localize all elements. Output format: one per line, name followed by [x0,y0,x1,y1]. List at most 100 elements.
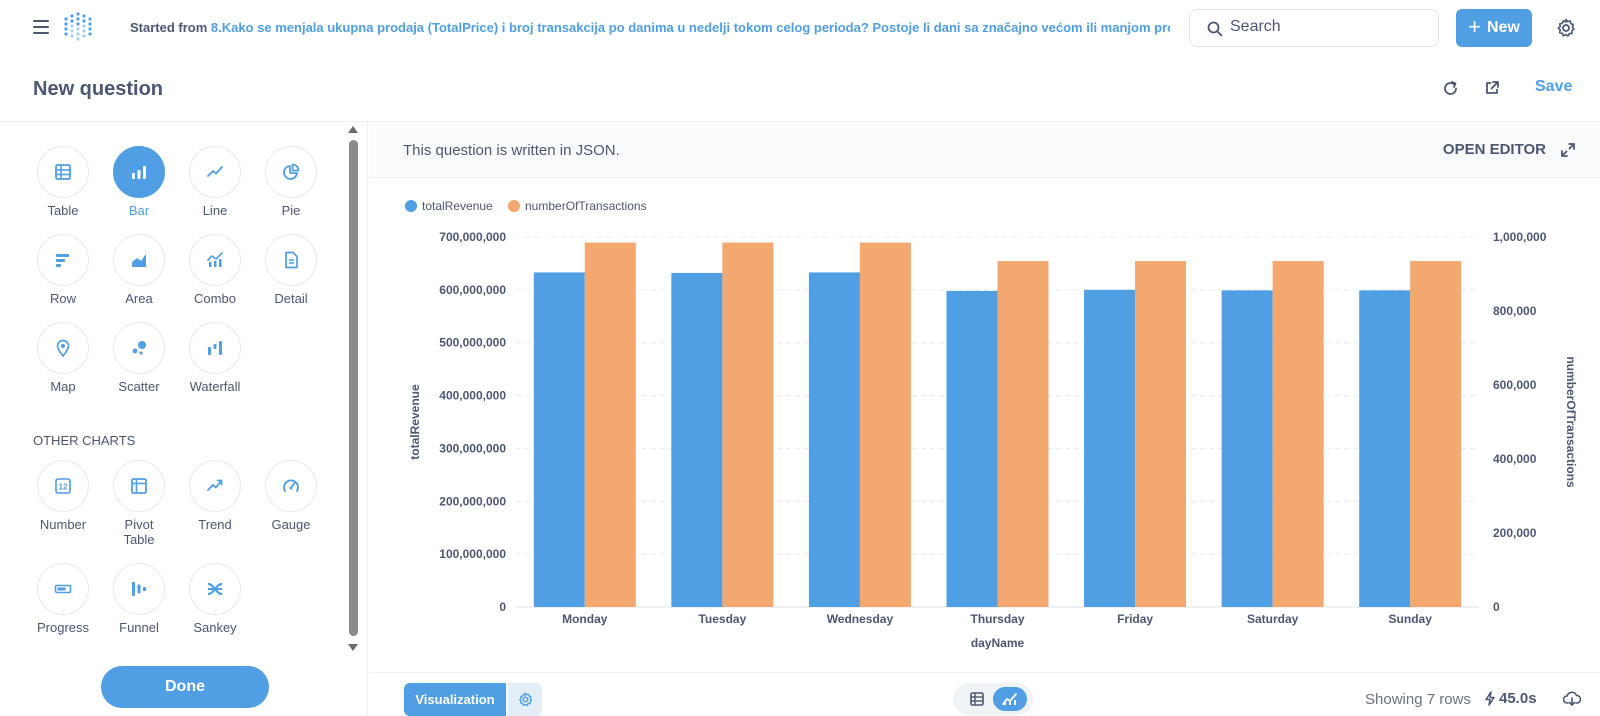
chart-type-map[interactable]: Map [25,322,101,394]
y-tick-label: 400,000,000 [439,389,506,403]
detail-icon [265,234,317,286]
viz-settings-button[interactable] [508,683,542,716]
chart-type-trend[interactable]: Trend [177,460,253,532]
page-title[interactable]: New question [33,78,164,100]
scatter-icon [113,322,165,374]
chart-type-label: Trend [198,517,232,532]
chart-type-label: Row [49,291,76,306]
line-chart-icon [189,146,241,198]
scroll-down-arrow[interactable] [348,644,358,651]
y-tick-label: 500,000,000 [439,336,506,350]
bar-numberOfTransactions [1410,261,1462,607]
row-count: Showing 7 rows [1365,691,1471,708]
chart-type-scatter[interactable]: Scatter [101,322,177,394]
bar-numberOfTransactions [1135,261,1187,607]
chart-view-toggle[interactable] [993,687,1027,711]
bar-numberOfTransactions [1272,261,1324,607]
x-tick-label: Friday [1117,612,1153,626]
expand-icon[interactable] [1560,142,1576,158]
breadcrumb-source-link[interactable]: 8.Kako se menjala ukupna prodaja (TotalP… [210,20,1170,35]
chart-type-number[interactable]: 12 Number [25,460,101,532]
chart-type-label: Progress [36,620,90,635]
table-icon [970,692,984,706]
other-charts-heading: OTHER CHARTS [33,433,136,448]
chart-type-row[interactable]: Row [25,234,101,306]
chart-type-label: Gauge [271,517,311,532]
chart-type-funnel[interactable]: Funnel [101,563,177,635]
save-button[interactable]: Save [1535,78,1573,95]
y2-tick-label: 0 [1493,600,1500,614]
funnel-icon [113,563,165,615]
visualization-button[interactable]: Visualization [404,683,506,716]
search-input[interactable] [1230,18,1430,36]
table-view-toggle[interactable] [961,687,993,711]
open-external-icon[interactable] [1484,80,1500,96]
chart-type-sankey[interactable]: Sankey [177,563,253,635]
y2-tick-label: 600,000 [1493,378,1537,392]
chart-type-pie[interactable]: Pie [253,146,329,218]
refresh-icon[interactable] [1442,80,1459,97]
json-notice: This question is written in JSON. [403,142,620,159]
bar-totalRevenue [1359,290,1411,607]
bar-numberOfTransactions [722,242,774,608]
row-chart-icon [37,234,89,286]
open-editor-button[interactable]: OPEN EDITOR [1442,141,1546,158]
settings-gear-icon[interactable] [1556,18,1576,38]
chart-type-bar[interactable]: Bar [101,146,177,218]
scroll-up-arrow[interactable] [348,126,358,133]
map-pin-icon [37,322,89,374]
table-icon [37,146,89,198]
gear-icon [518,692,532,707]
search-box[interactable] [1189,9,1439,47]
svg-text:12: 12 [59,483,68,492]
chart-type-detail[interactable]: Detail [253,234,329,306]
bar-totalRevenue [1221,290,1273,607]
chart-type-combo[interactable]: Combo [177,234,253,306]
chart-type-line[interactable]: Line [177,146,253,218]
chart-type-label: Map [50,379,76,394]
y2-tick-label: 200,000 [1493,526,1537,540]
pie-chart-icon [265,146,317,198]
trend-icon [189,460,241,512]
chart-type-waterfall[interactable]: Waterfall [177,322,253,394]
chart-type-table[interactable]: Table [25,146,101,218]
sidebar-scrollbar[interactable] [349,140,358,636]
new-button-label: New [1486,19,1520,36]
new-button[interactable]: + New [1456,9,1532,47]
download-icon[interactable] [1563,691,1581,707]
metabase-logo[interactable] [62,11,94,43]
x-tick-label: Monday [562,612,608,626]
gauge-icon [265,460,317,512]
bolt-icon [1485,691,1495,706]
chart-type-label: Pie [281,203,301,218]
y-tick-label: 300,000,000 [439,441,506,455]
footer-bar: Visualization Showing 7 rows 45.0s [369,672,1600,716]
done-button[interactable]: Done [101,666,269,708]
waterfall-icon [189,322,241,374]
bar-chart-icon [113,146,165,198]
chart-type-label: Combo [194,291,236,306]
x-tick-label: Sunday [1389,612,1433,626]
chart-type-area[interactable]: Area [101,234,177,306]
combo-chart-icon [189,234,241,286]
chart-type-gauge[interactable]: Gauge [253,460,329,532]
chart-type-progress[interactable]: Progress [25,563,101,635]
x-tick-label: Wednesday [827,612,894,626]
native-query-bar: This question is written in JSON. OPEN E… [369,122,1600,178]
legend-marker-totalRevenue [405,200,417,212]
chart-type-label: Bar [128,203,150,218]
y-tick-label: 100,000,000 [439,547,506,561]
main-panel: This question is written in JSON. OPEN E… [369,122,1600,716]
chart-type-pivot-table[interactable]: Pivot Table [101,460,177,547]
chart-type-label: Pivot Table [123,517,155,547]
chart-type-label: Scatter [118,379,160,394]
plus-icon: + [1468,14,1481,39]
bar-numberOfTransactions [997,261,1049,607]
legend-marker-numberOfTransactions [508,200,520,212]
bar-numberOfTransactions [859,242,911,608]
menu-icon[interactable] [33,20,49,34]
chart-type-label: Area [125,291,153,306]
chart-type-label: Line [202,203,228,218]
y-tick-label: 200,000,000 [439,494,506,508]
chart-type-sidebar: Table Bar Line Pie Row Area Combo Detail Map Scat… [0,122,368,716]
